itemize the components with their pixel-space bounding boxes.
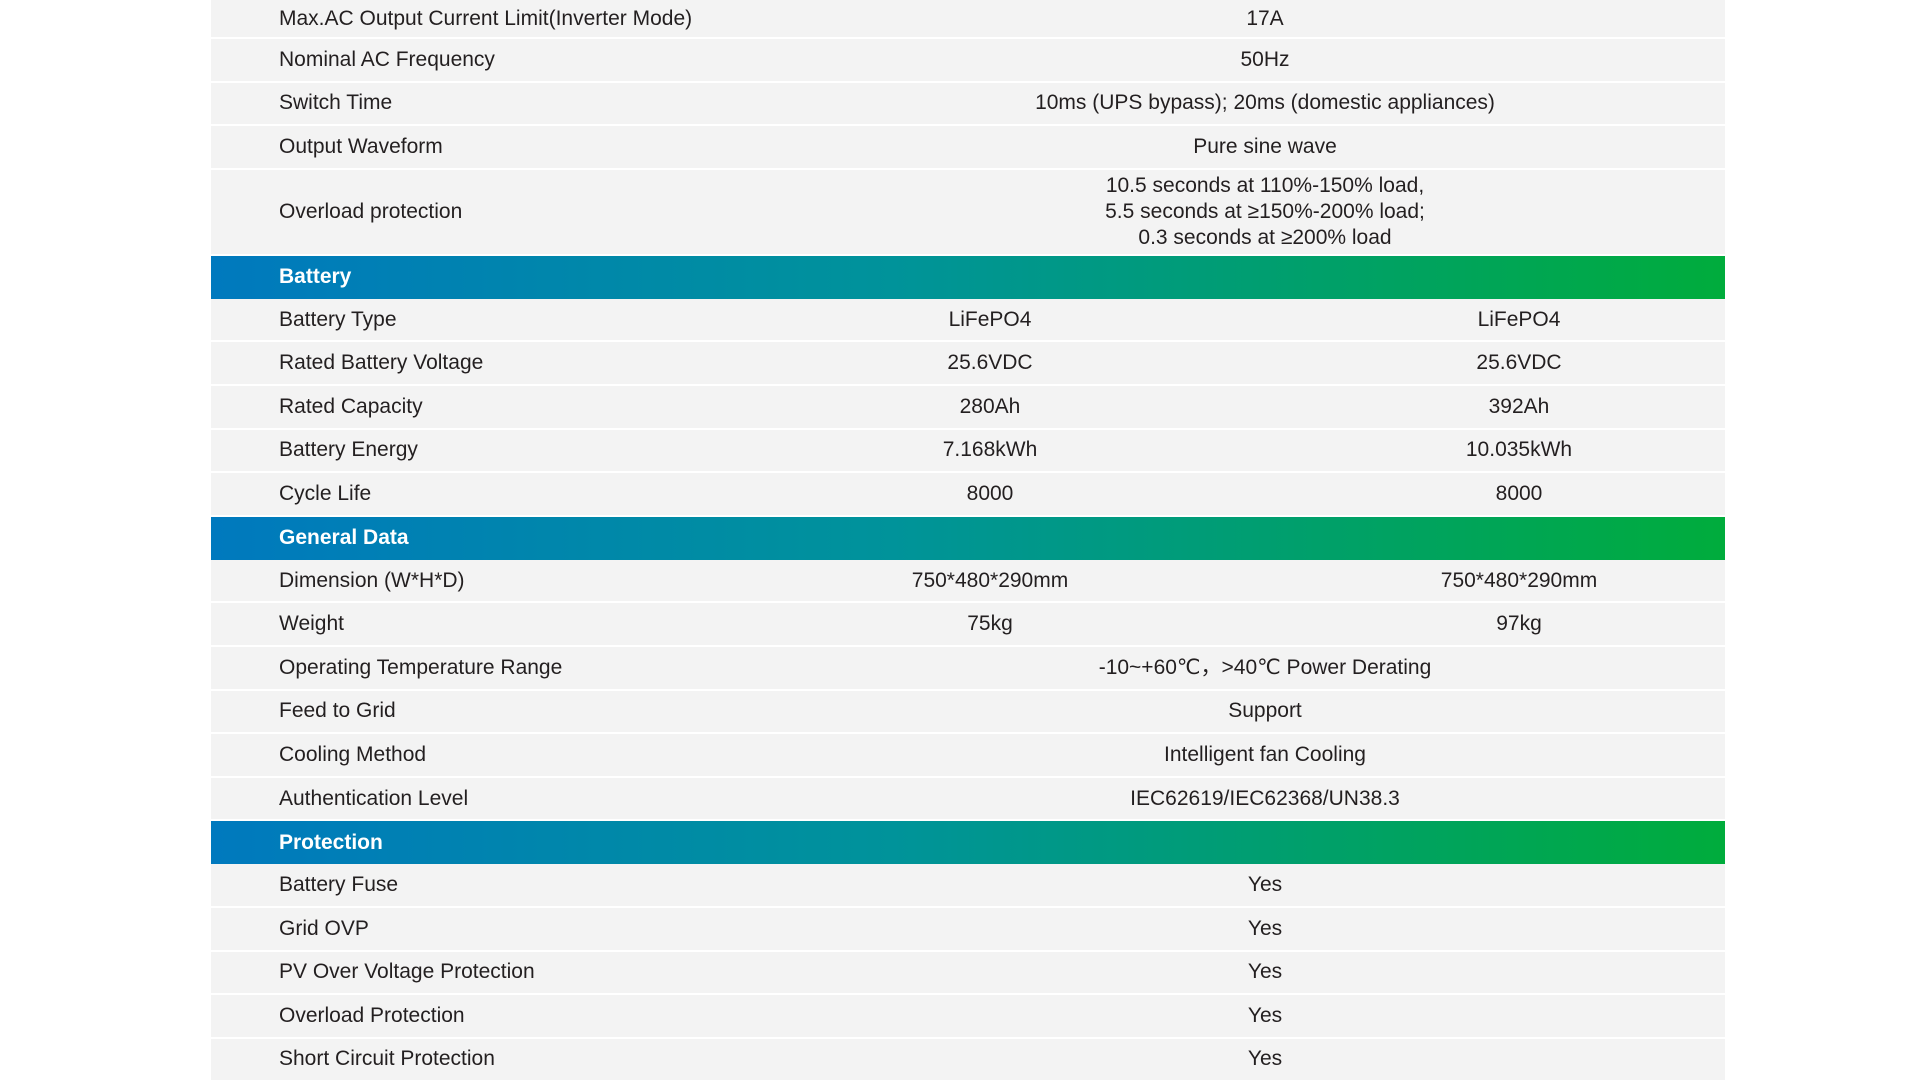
spec-value: Yes [1247,873,1283,897]
spec-label: Operating Temperature Range [279,655,563,679]
spec-value: Support [1228,699,1302,723]
section-header: General Data [211,516,1725,560]
table-row: Nominal AC Frequency 50Hz [211,39,1725,83]
spec-value: Pure sine wave [1193,134,1337,158]
spec-value: 8000 [1495,481,1543,505]
spec-label: Cooling Method [279,742,427,766]
spec-label: Max.AC Output Current Limit(Inverter Mod… [279,6,693,30]
table-row: Operating Temperature Range -10~+60℃，>40℃… [211,646,1725,691]
spec-label: Overload Protection [279,1003,465,1027]
section-title: Protection [279,830,383,854]
table-row: Feed to Grid Support [211,690,1725,735]
table-row: Grid OVP Yes [211,907,1725,952]
spec-label: Short Circuit Protection [279,1047,495,1071]
spec-label: PV Over Voltage Protection [279,960,535,984]
spec-label: Feed to Grid [279,699,396,723]
spec-value: IEC62619/IEC62368/UN38.3 [1130,786,1400,810]
spec-value: Yes [1247,1003,1283,1027]
spec-value: 10.035kWh [1465,438,1573,462]
table-row: Short Circuit Protection Yes [211,1038,1725,1082]
table-row: Output Waveform Pure sine wave [211,126,1725,170]
table-row: Battery Fuse Yes [211,864,1725,908]
table-row: Authentication Level IEC62619/IEC62368/UN… [211,777,1725,822]
spec-value: 392Ah [1488,394,1550,418]
spec-value: Yes [1247,1047,1283,1071]
spec-label: Switch Time [279,91,393,115]
table-row: Dimension (W*H*D) 750*480*290mm 750*480*29… [211,559,1725,604]
spec-label: Battery Energy [279,438,418,462]
section-title: Battery [279,265,352,289]
spec-value: 7.168kWh [942,438,1038,462]
spec-value: LiFePO4 [948,307,1032,331]
spec-value: 97kg [1496,612,1542,636]
spec-table: Max.AC Output Current Limit(Inverter Mod… [211,0,1725,1082]
spec-value: 17A [1246,6,1284,30]
spec-label: Dimension (W*H*D) [279,568,465,592]
spec-value: LiFePO4 [1477,307,1561,331]
section-header: Protection [211,821,1725,865]
spec-value: -10~+60℃，>40℃ Power Derating [1098,655,1432,679]
spec-label: Output Waveform [279,134,443,158]
spec-label: Cycle Life [279,481,372,505]
spec-value: Yes [1247,960,1283,984]
spec-label: Battery Type [279,307,397,331]
spec-label: Nominal AC Frequency [279,47,495,71]
spec-value: 10ms (UPS bypass); 20ms (domestic applia… [1035,91,1495,115]
table-row: Overload Protection Yes [211,995,1725,1039]
table-row: PV Over Voltage Protection Yes [211,951,1725,996]
spec-label: Authentication Level [279,786,469,810]
spec-label: Rated Capacity [279,394,423,418]
spec-value: 75kg [967,612,1013,636]
table-row: Battery Energy 7.168kWh 10.035kWh [211,429,1725,474]
section-title: General Data [279,526,409,550]
table-row: Cooling Method Intelligent fan Cooling [211,734,1725,778]
table-row: Switch Time 10ms (UPS bypass); 20ms (dome… [211,82,1725,127]
spec-label: Grid OVP [279,916,369,940]
spec-value: Yes [1247,916,1283,940]
spec-value: 750*480*290mm [911,568,1069,592]
table-row: Battery Type LiFePO4 LiFePO4 [211,298,1725,343]
spec-label: Weight [279,612,344,636]
table-row: Cycle Life 8000 8000 [211,473,1725,517]
spec-label: Overload protection [279,199,463,223]
spec-value: 8000 [966,481,1014,505]
spec-label: Rated Battery Voltage [279,351,484,375]
spec-label: Battery Fuse [279,873,399,897]
table-row: Weight 75kg 97kg [211,603,1725,647]
table-row: Overload protection 10.5 seconds at 110%-… [211,169,1725,256]
spec-value: 50Hz [1240,47,1290,71]
spec-value: 10.5 seconds at 110%-150% load, 5.5 seco… [1105,173,1425,249]
spec-value: 280Ah [959,394,1021,418]
table-row: Rated Capacity 280Ah 392Ah [211,385,1725,430]
spec-value: 25.6VDC [1476,351,1562,375]
spec-value: 750*480*290mm [1440,568,1598,592]
section-header: Battery [211,255,1725,299]
spec-value: 25.6VDC [947,351,1033,375]
table-row: Max.AC Output Current Limit(Inverter Mod… [211,0,1725,39]
table-row: Rated Battery Voltage 25.6VDC 25.6VDC [211,342,1725,386]
spec-value: Intelligent fan Cooling [1164,742,1366,766]
